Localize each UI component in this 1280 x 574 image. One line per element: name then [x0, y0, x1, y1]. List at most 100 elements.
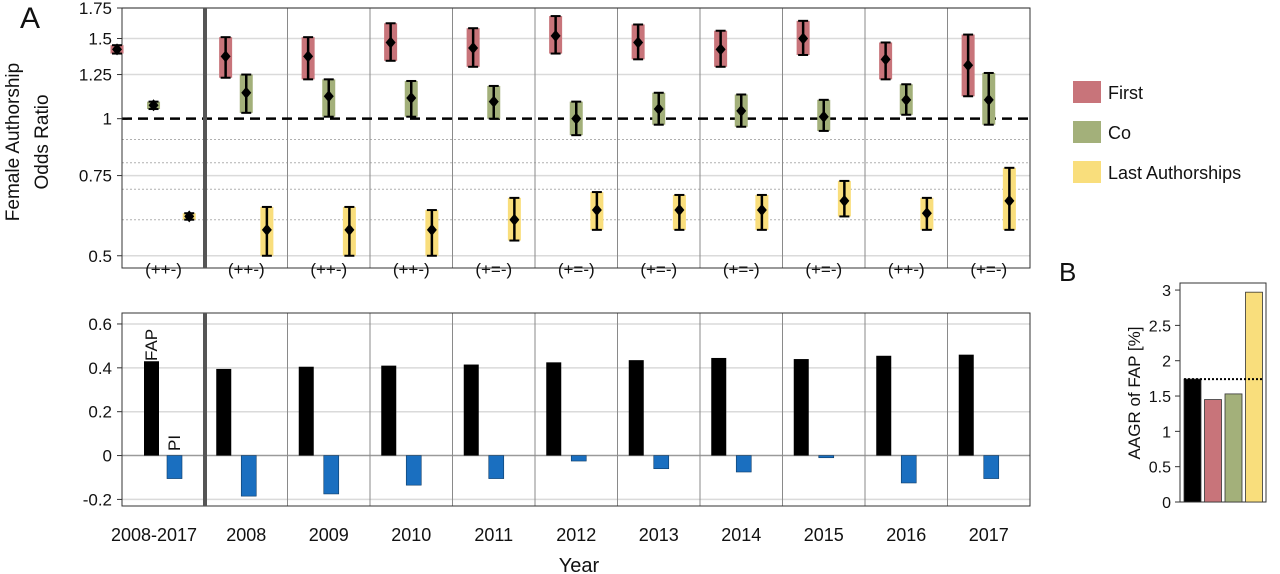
y-tick-label: 0.2 — [88, 403, 112, 422]
estimate-marker — [674, 204, 685, 217]
y-tick-label: 1.5 — [88, 29, 112, 48]
estimate-marker — [880, 53, 891, 66]
estimate-marker — [901, 93, 912, 106]
series-label-pi: PI — [165, 435, 184, 451]
significance-annotation: (+=-) — [640, 260, 677, 279]
x-tick-label: 2008 — [226, 525, 266, 545]
estimate-marker — [488, 95, 499, 108]
y-tick-label: 1 — [103, 110, 112, 129]
fap-bar — [216, 368, 232, 456]
fap-pi-bar-panel: -0.2 0 0.2 0.4 0.6 2008-2017 2008 2009 2010 2011 2… — [83, 312, 1031, 574]
aagr-bar — [1204, 399, 1222, 503]
x-tick-label: 2011 — [474, 525, 513, 545]
y-tick-label: 1.75 — [79, 0, 112, 18]
y-axis-label-line1: Female Authorship — [3, 63, 24, 221]
estimate-marker — [241, 86, 252, 99]
fap-bar — [144, 361, 159, 456]
series-label-fap: FAP — [142, 329, 161, 361]
plot-frame — [121, 7, 1031, 269]
y-axis-label-line2: Odds Ratio — [32, 94, 53, 189]
significance-annotation: (++-) — [888, 260, 925, 279]
x-tick-label: 2013 — [639, 525, 679, 545]
panel-label-b: B — [1059, 257, 1076, 287]
fap-bar — [628, 360, 644, 456]
estimate-marker — [756, 204, 767, 217]
panel-label-a: A — [20, 2, 40, 35]
pi-bar — [983, 455, 1000, 479]
y-axis-label: AAGR of FAP [%] — [1125, 327, 1144, 460]
fap-bar — [793, 359, 809, 456]
aagr-bar — [1245, 291, 1263, 503]
x-tick-label: 2016 — [886, 525, 926, 545]
estimate-marker — [798, 32, 809, 45]
estimate-marker — [344, 223, 355, 236]
aagr-bar — [1224, 393, 1243, 503]
fap-bar — [298, 366, 314, 456]
x-tick-label: 2014 — [721, 525, 761, 545]
estimate-marker — [261, 223, 272, 236]
legend-entry: Last Authorships — [1108, 163, 1241, 183]
y-tick-label: 0 — [103, 447, 112, 466]
y-tick-label: 0.75 — [79, 167, 112, 186]
y-tick-label: 2 — [1162, 354, 1171, 371]
x-tick-label: 2012 — [556, 525, 596, 545]
estimate-marker — [715, 43, 726, 56]
y-tick-label: 0.6 — [88, 315, 112, 334]
significance-annotation: (+=-) — [558, 260, 595, 279]
significance-annotation: (++-) — [310, 260, 347, 279]
fap-bar — [958, 354, 974, 456]
pi-bar — [405, 455, 422, 486]
aagr-bar-panel: 0 0.5 1 1.5 2 2.5 3 B AAGR of FAP [%] — [1059, 257, 1267, 512]
estimate-marker — [653, 103, 664, 116]
significance-annotation: (+=-) — [475, 260, 512, 279]
y-tick-label: -0.2 — [83, 490, 112, 509]
pi-bar — [488, 455, 505, 479]
estimate-marker — [983, 93, 994, 106]
y-tick-label: 0.5 — [88, 247, 112, 266]
y-tick-label: 3 — [1162, 283, 1171, 300]
pi-bar — [735, 455, 752, 473]
estimate-marker — [112, 43, 123, 56]
x-tick-label: 2010 — [391, 525, 431, 545]
legend: First Co Last Authorships — [1073, 81, 1241, 183]
x-tick-label: 2015 — [804, 525, 844, 545]
fap-bar — [876, 355, 892, 456]
y-tick-label: 1 — [1162, 424, 1171, 441]
significance-annotation: (++-) — [228, 260, 265, 279]
y-tick-label: 1.5 — [1149, 389, 1171, 406]
y-tick-label: 0.5 — [1149, 460, 1171, 477]
aagr-bar — [1183, 378, 1202, 503]
estimate-marker — [591, 204, 602, 217]
estimate-marker — [963, 59, 974, 72]
legend-entry: First — [1108, 83, 1143, 103]
estimate-marker — [633, 36, 644, 49]
plot-frame — [121, 312, 1031, 507]
estimate-marker — [426, 223, 437, 236]
legend-swatch — [1073, 81, 1101, 103]
pi-bar — [240, 455, 257, 497]
estimate-marker — [323, 90, 334, 103]
estimate-marker — [818, 110, 829, 123]
legend-swatch — [1073, 161, 1101, 183]
x-tick-label: 2009 — [309, 525, 349, 545]
significance-annotation: (+=-) — [723, 260, 760, 279]
pi-bar — [818, 455, 835, 459]
estimate-marker — [736, 104, 747, 117]
pi-bar — [900, 455, 917, 484]
estimate-marker — [148, 99, 159, 112]
estimate-marker — [1004, 194, 1015, 207]
estimate-marker — [921, 207, 932, 220]
odds-ratio-panel: 0.5 0.75 1 1.25 1.5 1.75 A Female Authorship Odd… — [3, 0, 1031, 279]
estimate-marker — [571, 112, 582, 125]
y-tick-label: 1.25 — [79, 66, 112, 85]
estimate-marker — [385, 36, 396, 49]
y-tick-label: 2.5 — [1149, 318, 1171, 335]
pi-bar — [653, 455, 670, 470]
x-tick-label: 2008-2017 — [111, 525, 197, 545]
pi-bar — [323, 455, 340, 495]
y-tick-label: 0 — [1162, 495, 1171, 512]
significance-annotation: (++-) — [145, 260, 182, 279]
estimate-marker — [184, 210, 195, 223]
significance-annotation: (++-) — [393, 260, 430, 279]
